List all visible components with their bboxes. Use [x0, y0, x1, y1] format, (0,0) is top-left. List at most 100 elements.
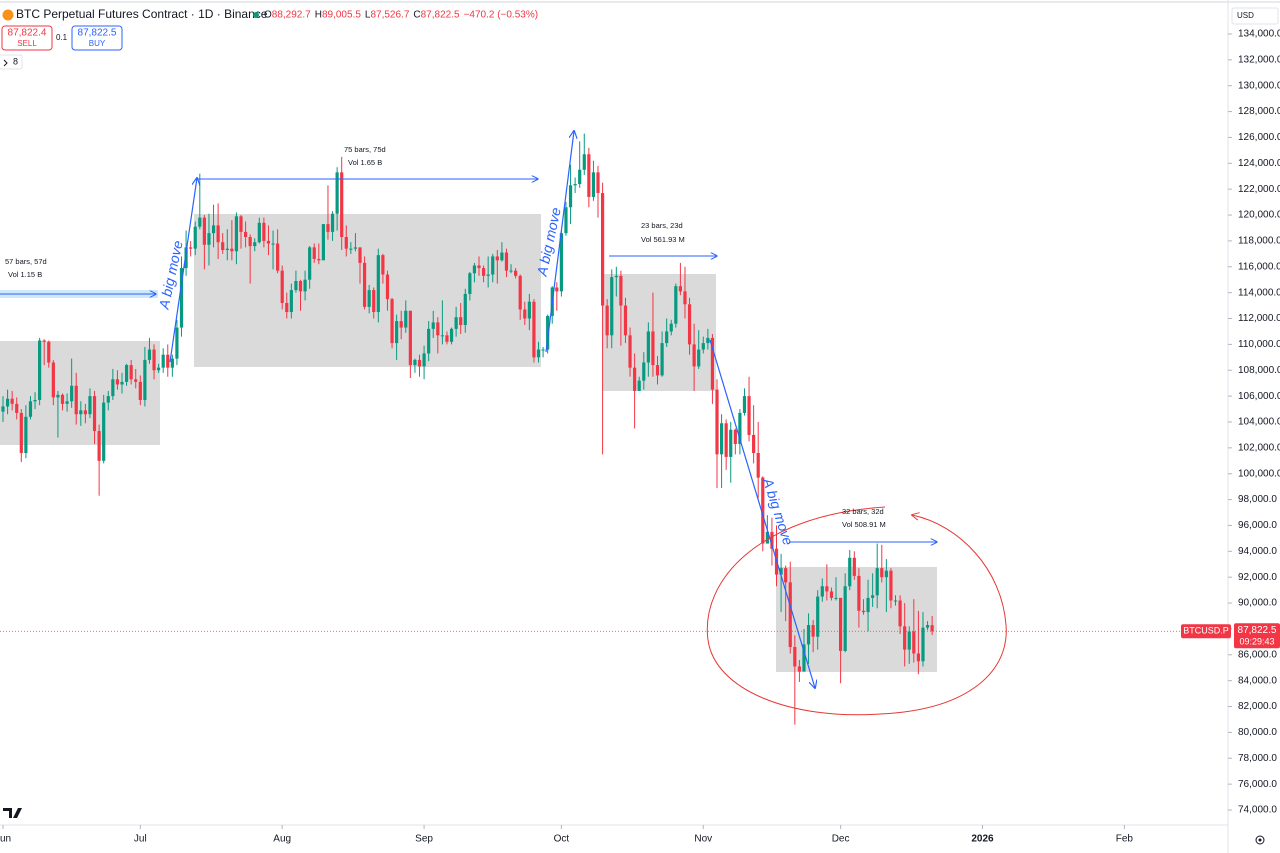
candle-body — [276, 243, 280, 271]
candle-body — [669, 323, 673, 332]
candle-body — [124, 365, 129, 382]
candle-body — [422, 353, 426, 367]
y-tick-label: 118,000.0 — [1238, 236, 1280, 247]
sell-button[interactable] — [1, 25, 53, 51]
candle-body — [271, 243, 275, 245]
y-tick-label: 74,000.0 — [1238, 805, 1277, 816]
sell-label[interactable]: SELL — [17, 39, 37, 48]
candle-body — [436, 322, 440, 336]
candle-body — [889, 570, 893, 601]
candle-body — [111, 379, 115, 397]
candle-body — [848, 557, 852, 587]
range-stats: 32 bars, 32d — [842, 507, 884, 516]
candle-body — [335, 172, 339, 214]
candle-body — [175, 327, 179, 359]
candle-body — [166, 354, 170, 368]
candle-body — [871, 595, 875, 598]
x-tick-label: Jun — [0, 834, 11, 845]
y-tick-label: 120,000.0 — [1238, 210, 1280, 221]
candle-body — [92, 396, 97, 432]
candle-body — [129, 365, 133, 380]
y-tick-label: 132,000.0 — [1238, 54, 1280, 65]
candle-body — [651, 331, 655, 366]
price-tag-value: 87,822.5 — [1238, 625, 1277, 636]
candle-body — [486, 274, 490, 276]
candle-body — [289, 290, 293, 313]
candle-body — [51, 362, 55, 398]
candle-body — [184, 247, 188, 269]
candle-body — [390, 299, 394, 344]
candle-body — [294, 281, 298, 291]
candle-body — [47, 341, 51, 363]
candle-body — [747, 396, 751, 435]
indicator-count[interactable]: 8 — [13, 56, 18, 66]
sell-price[interactable]: 87,822.4 — [8, 28, 47, 39]
candle-body — [610, 277, 614, 336]
move-arrow — [545, 131, 574, 353]
candle-body — [697, 349, 701, 367]
candle-body — [678, 286, 682, 292]
legend-value: 89,005.5 — [322, 10, 361, 21]
indicator-toggle[interactable] — [0, 54, 23, 70]
candle-body — [372, 290, 376, 313]
candle-body — [321, 224, 325, 261]
candle-body — [161, 354, 165, 368]
candle-body — [591, 172, 596, 197]
legend-key: L — [365, 10, 371, 21]
candle-body — [903, 626, 907, 650]
overlay — [0, 131, 1007, 716]
candle-body — [665, 331, 669, 344]
candle-body — [706, 337, 710, 344]
legend-key: H — [315, 10, 322, 21]
candle-body — [102, 402, 106, 461]
candle-body — [633, 367, 637, 391]
settings-icon[interactable] — [1255, 835, 1265, 845]
candle-body — [280, 270, 284, 303]
candle-body — [797, 666, 801, 672]
candle-body — [28, 401, 33, 417]
move-arrow — [709, 339, 815, 688]
y-tick-label: 78,000.0 — [1238, 753, 1277, 764]
x-tick-label: Feb — [1116, 834, 1134, 845]
y-tick-label: 80,000.0 — [1238, 727, 1277, 738]
price-tag-countdown: 09:29:43 — [1239, 637, 1274, 647]
candle-body — [454, 317, 458, 329]
price-tag — [1234, 623, 1280, 649]
x-tick-label: Dec — [832, 834, 850, 845]
candle-body — [523, 309, 527, 319]
candle-body — [115, 379, 120, 385]
y-tick-label: 96,000.0 — [1238, 520, 1277, 531]
candle-body — [898, 600, 902, 627]
candle-body — [765, 531, 769, 544]
buy-label[interactable]: BUY — [89, 39, 106, 48]
x-tick-label: 2026 — [971, 834, 994, 845]
legend-value: 87,526.7 — [370, 10, 409, 21]
currency-select[interactable] — [1231, 7, 1279, 25]
labels: 74,000.0 76,000.0 78,000.0 80,000.0 82,000.0… — [0, 29, 1280, 845]
candle-body — [353, 247, 358, 249]
candle-body — [619, 275, 623, 306]
candle-body — [404, 310, 408, 328]
candle-body — [340, 172, 344, 238]
candle-body — [838, 597, 843, 651]
candle-body — [880, 568, 884, 578]
candle-body — [243, 231, 248, 238]
candle-body — [120, 381, 124, 385]
y-tick-label: 114,000.0 — [1238, 287, 1280, 298]
buy-price[interactable]: 87,822.5 — [78, 28, 117, 39]
y-tick-label: 104,000.0 — [1238, 417, 1280, 428]
currency[interactable]: USD — [1237, 11, 1254, 20]
y-tick-label: 82,000.0 — [1238, 701, 1277, 712]
chart-title: BTC Perpetual Futures Contract · 1D · Bi… — [16, 7, 268, 21]
candle-body — [1, 406, 5, 412]
candle-body — [367, 290, 371, 307]
candle-body — [481, 268, 486, 276]
candle-body — [614, 275, 618, 278]
candle-body — [687, 304, 692, 345]
candle-body — [779, 568, 783, 575]
buy-button[interactable] — [71, 25, 123, 51]
candle-body — [449, 328, 454, 342]
candle-body — [24, 416, 28, 454]
candle-body — [33, 399, 37, 402]
candle-body — [733, 429, 737, 444]
